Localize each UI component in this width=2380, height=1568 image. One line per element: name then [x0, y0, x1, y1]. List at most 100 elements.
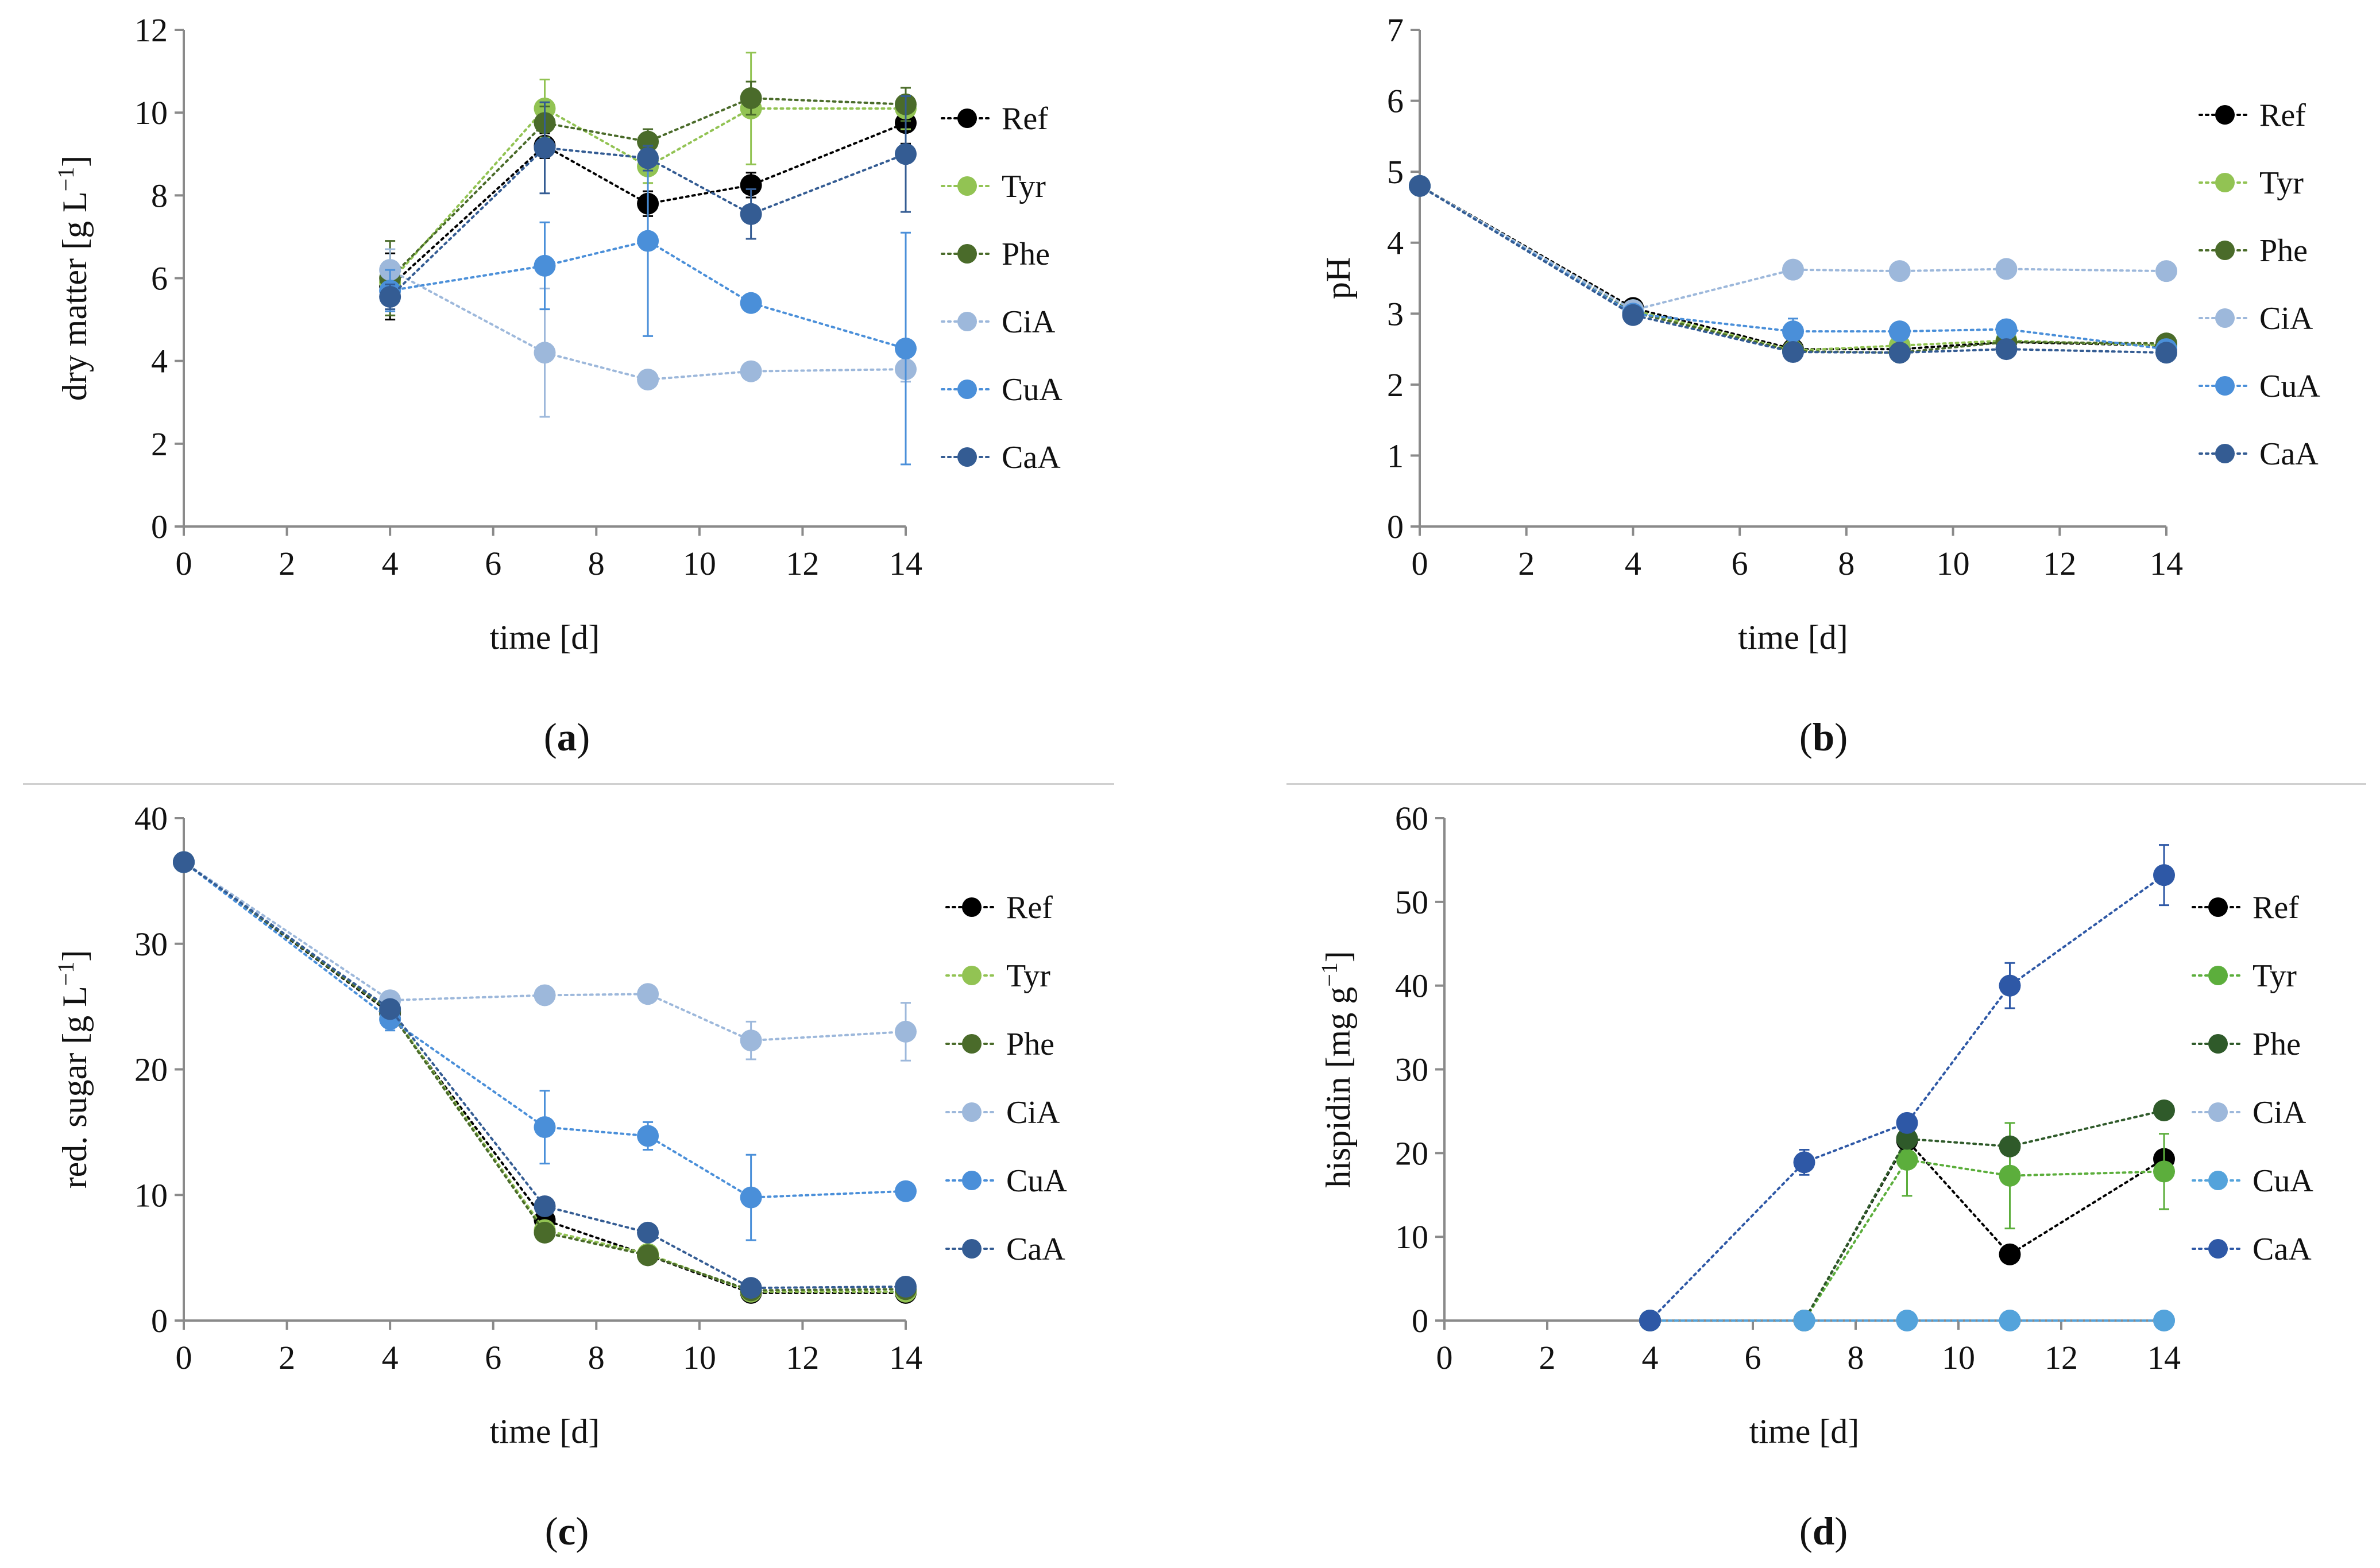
legend-label: CuA: [2252, 1163, 2313, 1199]
legend-marker: [957, 109, 977, 128]
legend-marker: [2208, 1034, 2228, 1054]
legend-item-CaA: CaA: [941, 440, 1061, 475]
data-point: [1995, 258, 2018, 280]
legend-marker: [962, 1171, 982, 1190]
x-axis-label: time [d]: [1749, 1412, 1860, 1450]
data-point: [1793, 1310, 1815, 1331]
legend-marker: [2208, 1171, 2228, 1190]
legend-label: Ref: [2252, 890, 2299, 926]
legend-item-Phe: Phe: [941, 237, 1050, 272]
legend-item-CuA: CuA: [945, 1163, 1067, 1199]
data-point: [1995, 318, 2018, 340]
data-point: [1888, 320, 1911, 343]
data-point: [1999, 1310, 2021, 1331]
data-point: [740, 292, 762, 314]
legend-label: Ref: [1006, 890, 1053, 926]
legend-item-Tyr: Tyr: [945, 958, 1050, 994]
x-tick-label: 2: [1518, 545, 1535, 582]
data-point: [895, 1020, 917, 1043]
data-point: [637, 1125, 659, 1147]
series-line-CuA: [389, 239, 907, 350]
data-point: [1782, 320, 1804, 343]
y-tick-label: 4: [151, 343, 168, 380]
y-tick-label: 1: [1387, 437, 1404, 474]
chart-a: 0 2 4 6 8 10 12 0 2 4 6 8 10 12 14 time [d] dry matter […: [53, 11, 1062, 656]
legend-marker: [2208, 966, 2228, 985]
y-tick-label: 20: [134, 1051, 168, 1089]
legend-item-CaA: CaA: [2192, 1232, 2312, 1267]
y-tick-label: 7: [1387, 11, 1404, 49]
y-tick-label: 30: [1395, 1051, 1428, 1089]
series-CiA: [173, 851, 917, 1062]
x-tick-label: 8: [588, 1339, 605, 1376]
legend-marker: [2208, 1102, 2228, 1122]
x-tick-label: 4: [382, 1339, 399, 1376]
data-point: [1999, 1243, 2021, 1265]
chart-d: 0 10 20 30 40 50 60 0 2 4 6 8 10 12 14 time [d] hispidin…: [1316, 800, 2313, 1450]
legend-label: CiA: [2252, 1095, 2306, 1130]
series-CuA: [173, 851, 917, 1241]
legend-label: Tyr: [2259, 165, 2304, 201]
data-point: [1999, 1164, 2021, 1187]
data-point: [2155, 342, 2177, 364]
data-point: [637, 983, 659, 1005]
legend-item-Tyr: Tyr: [2199, 165, 2304, 201]
legend-item-Ref: Ref: [941, 101, 1048, 137]
legend-item-Ref: Ref: [2192, 890, 2299, 926]
caption-d: (d): [1799, 1509, 1848, 1553]
y-tick-label: 40: [1395, 967, 1428, 1005]
legend-label: Ref: [2259, 98, 2306, 133]
x-tick-label: 0: [1436, 1339, 1453, 1376]
x-tick-label: 14: [889, 545, 922, 582]
x-tick-label: 6: [485, 1339, 501, 1376]
series-line-CuA: [1419, 184, 2168, 351]
legend-label: CaA: [1002, 440, 1061, 475]
series-Phe: [1639, 1099, 2175, 1331]
y-tick-label: 12: [134, 11, 168, 49]
data-point: [895, 1180, 917, 1202]
series-CaA: [1639, 844, 2175, 1331]
y-tick-label: 0: [151, 508, 168, 545]
x-tick-label: 14: [2147, 1339, 2181, 1376]
data-point: [173, 851, 195, 873]
series-line-CaA: [1419, 184, 2168, 354]
legend-item-CuA: CuA: [2192, 1163, 2313, 1199]
y-tick-label: 4: [1387, 224, 1404, 262]
series-CaA: [173, 851, 917, 1299]
y-tick-label: 3: [1387, 295, 1404, 332]
data-point: [379, 998, 401, 1020]
legend-item-Phe: Phe: [2192, 1027, 2301, 1062]
series-line-CiA: [183, 861, 907, 1042]
y-tick-label: 10: [134, 1176, 168, 1214]
data-point: [1995, 338, 2018, 361]
series-line-Ref: [183, 861, 907, 1294]
x-axis-label: time [d]: [490, 1412, 600, 1450]
x-tick-label: 10: [683, 1339, 716, 1376]
legend-label: CuA: [1002, 372, 1062, 408]
y-tick-label: 50: [1395, 884, 1428, 921]
data-point: [2153, 1099, 2175, 1121]
legend-item-CaA: CaA: [945, 1232, 1065, 1267]
legend-label: Phe: [1002, 237, 1050, 272]
data-point: [637, 147, 659, 169]
x-tick-label: 12: [786, 1339, 819, 1376]
y-tick-label: 10: [1395, 1218, 1428, 1256]
x-tick-label: 0: [176, 545, 192, 582]
x-tick-label: 12: [786, 545, 819, 582]
legend-label: Phe: [1006, 1027, 1054, 1062]
x-axis-label: time [d]: [490, 618, 600, 656]
legend-marker: [2215, 308, 2235, 328]
legend-marker: [962, 966, 982, 985]
legend-item-Tyr: Tyr: [941, 169, 1046, 204]
legend-label: CaA: [2252, 1232, 2312, 1267]
data-point: [740, 174, 762, 196]
legend-marker: [957, 176, 977, 196]
caption-a: (a): [543, 715, 590, 759]
data-point: [2153, 1310, 2175, 1331]
separator-left: [23, 783, 1114, 785]
data-point: [1793, 1151, 1815, 1174]
data-point: [534, 1221, 556, 1244]
legend-label: CiA: [1002, 304, 1056, 340]
chart-c: 0 10 20 30 40 0 2 4 6 8 10 12 14 time [d] red. sugar […: [53, 800, 1067, 1450]
